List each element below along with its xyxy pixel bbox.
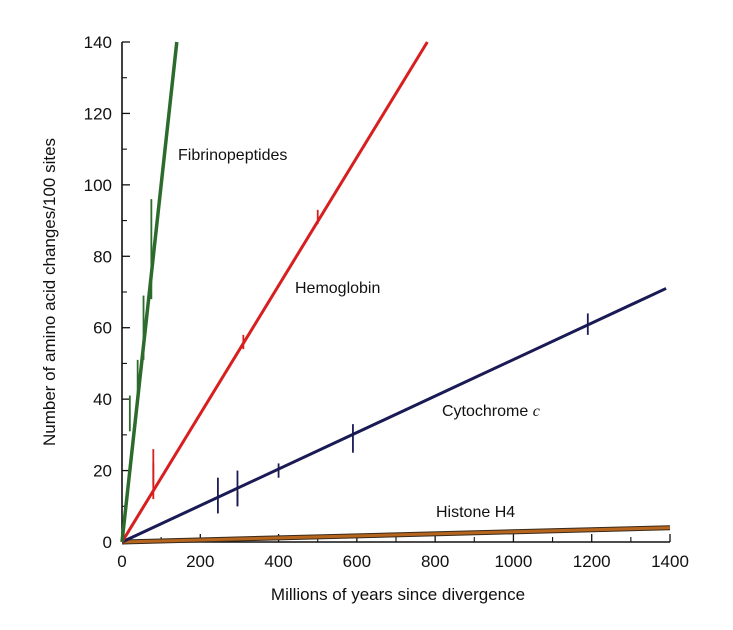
x-tick-label: 600 — [343, 552, 371, 571]
y-tick-label: 40 — [93, 390, 112, 409]
y-tick-label: 80 — [93, 247, 112, 266]
series-line — [121, 287, 667, 544]
x-tick-label: 1200 — [573, 552, 611, 571]
x-ticks: 0 200 400 600 800 1000 1200 1400 — [117, 534, 689, 571]
series-histone-h4 — [121, 525, 671, 545]
y-tick-label: 140 — [84, 33, 112, 52]
x-tick-label: 0 — [117, 552, 126, 571]
y-tick-label: 120 — [84, 104, 112, 123]
series-fibrinopeptides — [120, 41, 179, 543]
series-layer — [120, 41, 671, 545]
series-label-cytochrome-c: Cytochrome c — [442, 403, 540, 420]
series-label-hemoglobin: Hemoglobin — [295, 280, 380, 297]
series-cytochrome-c — [121, 287, 667, 544]
series-labels: Fibrinopeptides Hemoglobin Cytochrome c … — [178, 147, 540, 521]
axes — [121, 42, 670, 543]
y-ticks: 0 20 40 60 80 100 120 140 — [84, 33, 130, 552]
series-line — [121, 526, 671, 544]
y-tick-label: 0 — [103, 533, 112, 552]
series-line — [120, 41, 179, 543]
series-hemoglobin — [120, 41, 429, 543]
x-tick-label: 200 — [186, 552, 214, 571]
y-tick-label: 60 — [93, 319, 112, 338]
y-tick-label: 100 — [84, 176, 112, 195]
series-line — [120, 41, 429, 543]
x-tick-label: 800 — [421, 552, 449, 571]
cytochrome-italic-c: c — [533, 403, 540, 420]
y-axis-title: Number of amino acid changes/100 sites — [40, 138, 59, 446]
x-axis-title: Millions of years since divergence — [271, 585, 525, 604]
cytochrome-name: Cytochrome — [442, 403, 533, 420]
y-tick-label: 20 — [93, 462, 112, 481]
x-tick-label: 1000 — [495, 552, 533, 571]
series-label-histone-h4: Histone H4 — [436, 504, 515, 521]
x-tick-label: 1400 — [651, 552, 689, 571]
x-tick-label: 400 — [264, 552, 292, 571]
series-label-fibrinopeptides: Fibrinopeptides — [178, 147, 287, 164]
